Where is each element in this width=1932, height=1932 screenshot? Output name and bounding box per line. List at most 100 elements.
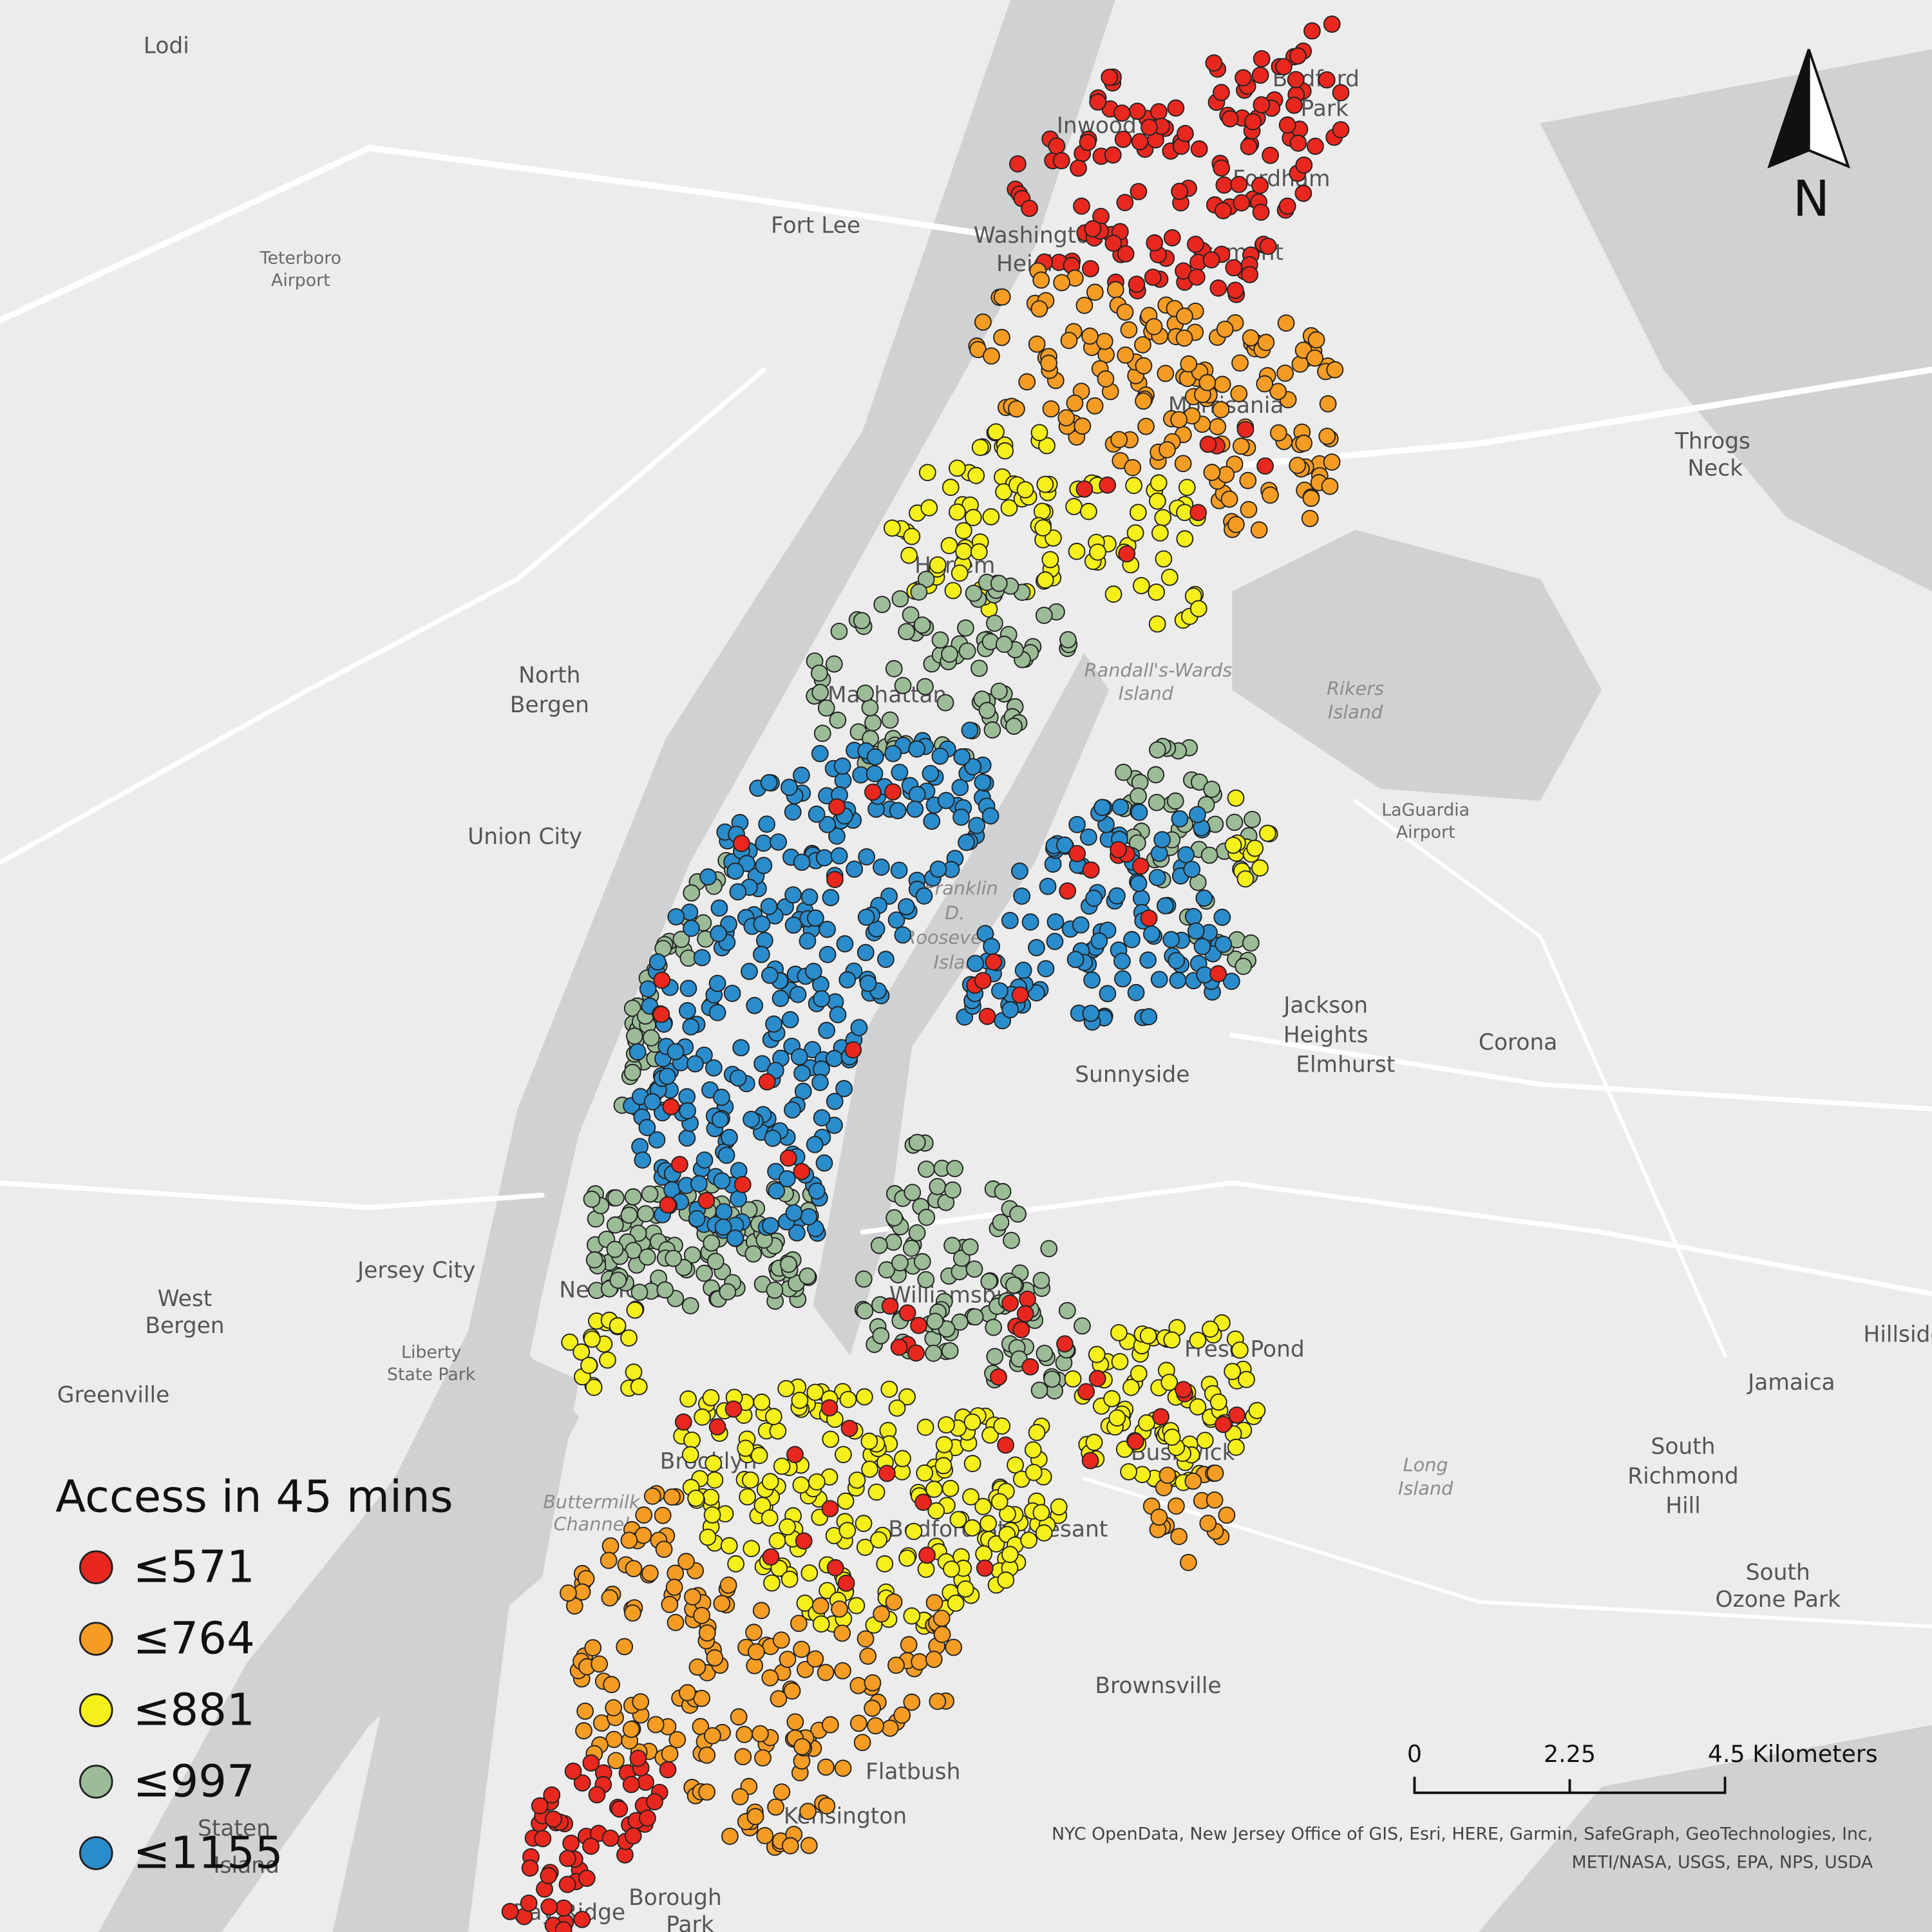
location-dot (953, 748, 971, 766)
location-dot (698, 1783, 716, 1801)
location-dot (1095, 332, 1113, 350)
location-dot (1289, 47, 1307, 65)
scale-bar: 0 2.25 4.5 Kilometers (1407, 1740, 1878, 1794)
location-dot (1189, 1331, 1207, 1349)
location-dot (687, 1055, 704, 1073)
location-dot (949, 503, 966, 521)
location-dot (817, 1758, 835, 1776)
location-dot (665, 1249, 682, 1267)
location-dot (1151, 524, 1169, 542)
location-dot (957, 619, 974, 637)
location-dot (1196, 1432, 1214, 1449)
location-dot (864, 714, 882, 732)
location-dot (1241, 266, 1259, 283)
location-dot (974, 972, 992, 990)
attribution: NYC OpenData, New Jersey Office of GIS, … (1052, 1824, 1873, 1844)
location-dot (978, 701, 996, 719)
place-label: Island (1398, 1477, 1454, 1499)
location-dot (1230, 176, 1248, 193)
location-dot (860, 1432, 878, 1450)
jamaica-bay (1478, 1725, 1932, 1932)
location-dot (870, 1531, 887, 1549)
location-dot (821, 1500, 839, 1517)
location-dot (635, 1506, 653, 1524)
location-dot (828, 798, 846, 816)
location-dot (1033, 502, 1051, 520)
location-dot (1077, 1383, 1095, 1401)
location-dot (1097, 370, 1115, 388)
place-label: Flatbush (866, 1759, 960, 1785)
location-dot (1235, 958, 1253, 975)
location-dot (1180, 355, 1198, 373)
location-dot (1212, 401, 1230, 419)
location-dot (694, 1408, 711, 1426)
location-dot (877, 951, 895, 969)
location-dot (791, 1392, 809, 1409)
location-dot (641, 1185, 659, 1203)
location-dot (768, 1182, 786, 1200)
location-dot (884, 783, 902, 801)
location-dot (1113, 970, 1132, 988)
location-dot (935, 1435, 953, 1454)
place-label: Bergen (510, 692, 589, 718)
location-dot (773, 1457, 791, 1475)
location-dot (734, 1748, 752, 1766)
location-dot (949, 459, 966, 477)
location-dot (1043, 1370, 1061, 1388)
location-dot (1074, 417, 1092, 435)
location-dot (601, 1589, 619, 1607)
location-dot (925, 1344, 942, 1362)
location-dot (933, 1625, 951, 1643)
location-dot (927, 1502, 945, 1520)
location-dot (1150, 103, 1168, 120)
location-dot (1000, 499, 1018, 517)
location-dot (1139, 1327, 1157, 1345)
location-dot (967, 954, 984, 972)
location-dot (761, 1669, 779, 1687)
location-dot (652, 1005, 670, 1023)
legend-title: Access in 45 mins (55, 1472, 453, 1523)
location-dot (1278, 197, 1296, 215)
location-dot (1276, 365, 1294, 382)
location-dot (702, 1488, 720, 1506)
place-label: Park (666, 1912, 714, 1932)
location-dot (1148, 741, 1166, 759)
location-dot (770, 1690, 788, 1708)
location-dot (1103, 1390, 1121, 1408)
location-dot (849, 1714, 867, 1732)
location-dot (623, 1063, 641, 1081)
location-dot (562, 1834, 580, 1852)
location-dot (861, 699, 879, 717)
location-dot (679, 1684, 696, 1701)
road (1353, 799, 1727, 1358)
location-dot (1141, 118, 1158, 137)
location-dot (1319, 395, 1337, 413)
location-dot (864, 783, 882, 801)
location-dot (1227, 1438, 1245, 1456)
location-dot (729, 883, 747, 901)
location-dot (638, 1248, 656, 1266)
location-dot (624, 1604, 641, 1622)
location-dot (1132, 576, 1150, 594)
location-dot (961, 721, 979, 739)
place-label: D. (945, 902, 965, 923)
location-dot (1163, 1331, 1181, 1349)
location-dot (785, 1204, 803, 1222)
location-dot (861, 1460, 878, 1478)
location-dot (1019, 1290, 1036, 1308)
location-dot (1175, 329, 1193, 347)
location-dot (1036, 475, 1054, 493)
location-dot (1198, 374, 1217, 392)
location-dot (942, 478, 960, 497)
location-dot (804, 1041, 822, 1059)
location-dot (836, 935, 854, 952)
location-dot (1257, 334, 1275, 352)
location-dot (1016, 481, 1034, 498)
location-dot (916, 677, 934, 696)
location-dot (1085, 889, 1103, 907)
place-label: Long (1403, 1454, 1448, 1475)
location-dot (1205, 54, 1223, 72)
location-dot (815, 849, 833, 867)
location-dot (1001, 1546, 1019, 1564)
location-dot (951, 779, 969, 797)
